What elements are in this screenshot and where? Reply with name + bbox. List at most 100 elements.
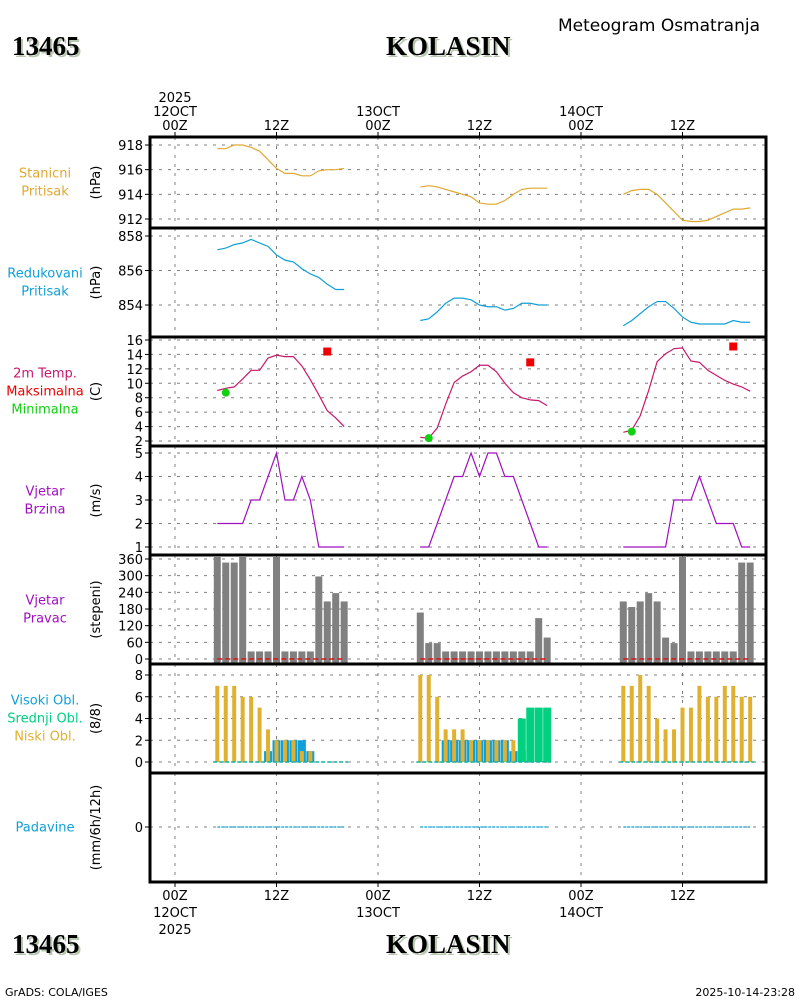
wind-direction-bar (459, 651, 467, 663)
max-temp-marker (729, 342, 738, 351)
bottom-tick-label: 13OCT (356, 906, 400, 921)
y-tick-label: 5 (135, 447, 143, 462)
y-tick-label: 8 (135, 392, 143, 407)
wind-direction-bar (509, 651, 517, 663)
wind-direction-bar (721, 651, 729, 663)
y-tick-label: 2 (135, 435, 143, 450)
panel-title-label: Vjetar (26, 594, 66, 609)
y-tick-label: 0 (135, 756, 143, 771)
low-cloud-bar (621, 685, 626, 762)
panel-station-pressure: 912 914 916 918 (hPa) Stanicni Pritisak (19, 135, 768, 230)
low-cloud-bar (477, 740, 482, 762)
panel-unit-label: (m/s) (89, 484, 104, 518)
low-cloud-bar (426, 675, 431, 762)
top-tick-label: 2025 (158, 91, 191, 106)
bottom-tick-label: 00Z (568, 889, 594, 904)
wind-direction-bar (289, 651, 297, 663)
low-cloud-bar (680, 707, 685, 762)
min-temp-marker (627, 427, 636, 436)
y-tick-label: 12 (126, 363, 143, 378)
wind-direction-bar (230, 562, 238, 663)
low-cloud-bar (739, 696, 744, 762)
low-cloud-bar (443, 729, 448, 762)
reduced-pressure-line (622, 300, 751, 327)
low-cloud-bar (215, 685, 220, 762)
y-tick-label: 1 (135, 541, 143, 556)
panel-unit-label: (hPa) (89, 266, 104, 300)
panel-title-label: Vjetar (26, 485, 66, 500)
wind-direction-bar (213, 557, 221, 663)
wind-direction-bar (315, 576, 323, 663)
low-cloud-bar (511, 740, 516, 762)
y-tick-label: 854 (118, 299, 143, 314)
wind-direction-bar (628, 607, 636, 663)
panel-unit-label: (stepeni) (89, 580, 104, 638)
panel-title-label: Pritisak (21, 185, 69, 200)
temperature-line (420, 364, 548, 439)
y-tick-label: 180 (118, 603, 143, 618)
low-cloud-bar (714, 696, 719, 762)
low-cloud-bar (291, 740, 296, 762)
y-tick-label: 6 (135, 691, 143, 706)
panel-frame (148, 335, 768, 448)
wind-direction-bar (222, 562, 230, 663)
low-cloud-bar (502, 740, 507, 762)
top-tick-label: 12Z (264, 119, 290, 134)
low-cloud-bar (663, 729, 668, 762)
y-tick-label: 918 (118, 139, 143, 154)
panel-title-label: Redukovani (7, 267, 82, 282)
bottom-tick-label: 12Z (264, 889, 290, 904)
low-cloud-bar (249, 696, 254, 762)
bottom-tick-label: 12Z (670, 889, 696, 904)
wind-direction-bar (535, 618, 543, 663)
wind-direction-bar (670, 643, 678, 663)
wind-direction-bar (636, 601, 644, 663)
panel-frame (148, 771, 768, 884)
panel-title-label: 2m Temp. (13, 367, 77, 382)
station-pressure-line (623, 188, 751, 223)
wind-direction-bar (298, 651, 306, 663)
wind-direction-bar (492, 651, 500, 663)
y-tick-label: 14 (126, 348, 143, 363)
low-cloud-bar (748, 696, 753, 762)
mid-cloud-bar (517, 718, 526, 762)
station-name: KOLASIN (386, 31, 511, 61)
y-tick-label: 916 (118, 164, 143, 179)
top-tick-label: 13OCT (356, 105, 400, 120)
low-cloud-bar (469, 740, 474, 762)
wind-direction-bar (645, 593, 653, 663)
low-cloud-bar (266, 729, 271, 762)
wind-speed-line (420, 451, 548, 548)
station-pressure-line (420, 185, 548, 205)
low-cloud-bar (299, 751, 304, 762)
mid-cloud-bar (543, 707, 552, 762)
wind-direction-bar (442, 651, 450, 663)
footer-station-name-shadow: KOLASIN (388, 931, 513, 961)
footer-station-id: 13465 (12, 929, 80, 959)
top-tick-label: 00Z (365, 119, 391, 134)
mid-cloud-bar (526, 707, 535, 762)
wind-direction-bar (323, 601, 331, 663)
footer-station-id-shadow: 13465 (14, 931, 82, 961)
y-tick-label: 914 (118, 188, 143, 203)
bottom-tick-label: 00Z (365, 889, 391, 904)
wind-direction-bar (653, 601, 661, 663)
wind-speed-line (623, 474, 751, 548)
y-tick-label: 6 (135, 406, 143, 421)
panel-title-label: Niski Obl. (14, 730, 76, 745)
panels: 912914916918(hPa)StanicniPritisak8548568… (6, 135, 768, 884)
wind-direction-bar (239, 557, 247, 663)
low-cloud-bar (257, 707, 262, 762)
wind-direction-bar (619, 601, 627, 663)
y-tick-label: 360 (118, 553, 143, 568)
bottom-tick-label: 12OCT (153, 906, 197, 921)
max-temp-marker (526, 358, 535, 367)
wind-direction-bar (712, 651, 720, 663)
low-cloud-bar (655, 718, 660, 762)
panel-title-label: Visoki Obl. (11, 694, 79, 709)
low-cloud-bar (418, 675, 423, 762)
panel-title-label: Maksimalna (6, 385, 84, 400)
